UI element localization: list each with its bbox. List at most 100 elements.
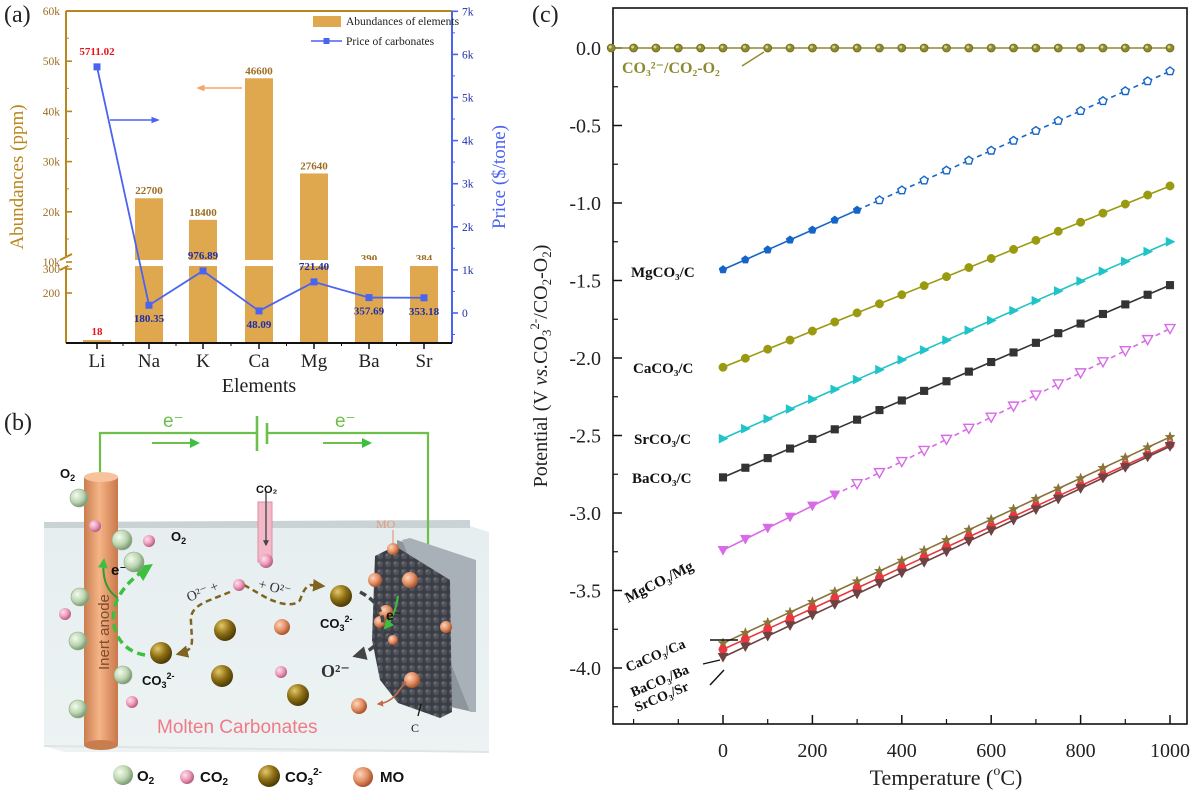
cathode-electron-arrow xyxy=(383,595,399,630)
x-tick-label: 0 xyxy=(718,740,728,762)
label-leader-srsr xyxy=(709,669,725,686)
circle-marker-highlight xyxy=(876,45,880,49)
triangle-marker xyxy=(808,394,818,405)
triangle-down-marker xyxy=(1096,357,1110,369)
circle-marker xyxy=(763,344,773,354)
triangle-marker xyxy=(1009,305,1020,316)
label-leader-baba xyxy=(702,659,721,665)
triangle-down-marker xyxy=(739,642,751,653)
triangle-down-marker xyxy=(806,501,818,512)
label-co3-co2-o2: CO₃²⁻/CO₂-O₂ xyxy=(622,60,720,77)
price-marker-Mg xyxy=(310,278,318,286)
label-mgco3-c: MgCO₃/C xyxy=(631,265,695,281)
right-tick-label: 5k xyxy=(462,93,474,105)
legend-co3-sphere xyxy=(258,765,280,787)
star-marker xyxy=(1052,482,1064,494)
y-tick-label: -1.5 xyxy=(569,271,601,293)
legend-mo-sphere xyxy=(353,767,373,787)
triangle-down-marker xyxy=(850,479,864,491)
o2-molecule xyxy=(111,529,133,551)
co2-molecule xyxy=(275,666,287,678)
pentagon-marker xyxy=(964,155,974,165)
co3-label-left: CO32- xyxy=(142,671,175,690)
circle-marker-highlight xyxy=(944,45,947,49)
carbonate-ion xyxy=(214,619,236,641)
x-tick-label-Mg: Mg xyxy=(301,351,328,372)
y-tick-label: -1.0 xyxy=(569,193,601,215)
o2-molecule xyxy=(113,665,133,685)
circle-marker-highlight xyxy=(653,45,657,49)
diagram-b-legend: O2 CO2 CO32- MO xyxy=(113,765,404,788)
star-marker xyxy=(1007,503,1020,514)
label-srco3-c: SrCO₃/C xyxy=(634,432,691,448)
axis-break-mark xyxy=(59,253,73,261)
legend-marker-price xyxy=(323,38,330,44)
pentagon-marker xyxy=(1120,86,1131,96)
circle-marker-highlight xyxy=(1033,45,1037,49)
series-mgco3-mg xyxy=(717,323,1177,556)
circle-marker-highlight xyxy=(988,45,992,49)
pentagon-marker xyxy=(896,185,907,195)
chart-c: 0 200 400 600 800 1000 0.0 -0.5 -1.0 -1.5 -2.0 -2.5… xyxy=(527,7,1190,790)
triangle-down-marker xyxy=(918,558,930,568)
square-marker xyxy=(1098,309,1108,319)
circuit-wire xyxy=(98,431,430,556)
legend-label-price: Price of carbonates xyxy=(346,36,435,48)
pentagon-marker xyxy=(1142,76,1153,86)
circle-marker-highlight xyxy=(854,45,858,49)
triangle-down-marker xyxy=(963,536,975,547)
circle-marker xyxy=(1165,181,1175,191)
co2-molecule xyxy=(143,535,155,547)
series-caco3-c xyxy=(718,181,1175,372)
pentagon-marker xyxy=(874,195,885,205)
label-leader-co3 xyxy=(741,51,765,67)
legend-swatch-abundance xyxy=(313,16,341,27)
pentagon-marker xyxy=(919,175,929,185)
series-caco3-ca xyxy=(717,431,1176,648)
pentagon-marker xyxy=(1008,135,1019,145)
abundance-bar-lower-K xyxy=(189,266,217,343)
triangle-down-marker xyxy=(784,621,796,632)
triangle-marker xyxy=(830,384,841,395)
circle-marker-highlight xyxy=(899,45,903,49)
mo-label: MO xyxy=(376,517,396,531)
x-tick-label-Ca: Ca xyxy=(248,351,270,372)
y-tick-label: -2.0 xyxy=(569,348,601,370)
square-marker xyxy=(763,454,772,463)
chart-c-xlabel: Temperature (oC) xyxy=(870,764,1023,790)
circle-marker xyxy=(919,281,929,291)
pentagon-marker xyxy=(1098,95,1108,106)
price-value-label: 721.40 xyxy=(299,261,330,273)
square-marker xyxy=(830,425,839,434)
circle-marker-highlight xyxy=(1055,45,1059,49)
legend-co2-sphere xyxy=(180,770,194,784)
square-marker xyxy=(942,377,951,386)
x-tick-label-Na: Na xyxy=(138,351,161,372)
square-marker xyxy=(853,415,862,424)
circle-marker-highlight xyxy=(675,45,679,49)
price-value-label: 976.89 xyxy=(188,250,219,262)
star-marker xyxy=(1030,492,1042,504)
o2-molecule xyxy=(68,699,88,719)
series-srco3-sr xyxy=(717,442,1176,663)
o2-molecule xyxy=(123,551,145,573)
right-tick-label: 4k xyxy=(462,136,474,148)
square-marker xyxy=(1121,300,1130,309)
triangle-down-marker xyxy=(1075,484,1087,495)
triangle-marker xyxy=(942,335,953,346)
triangle-down-marker xyxy=(940,434,953,446)
x-tick-label: 800 xyxy=(1066,740,1096,762)
right-tick-label: 0 xyxy=(462,308,468,320)
square-marker xyxy=(897,396,906,405)
abundance-bar-lower-Mg xyxy=(300,266,328,343)
price-marker-Sr xyxy=(420,294,428,302)
legend-o2-sphere xyxy=(113,765,133,785)
electron-label-left: e⁻ xyxy=(163,411,184,432)
triangle-marker xyxy=(718,433,729,444)
star-marker xyxy=(1119,451,1131,463)
price-marker-Na xyxy=(145,301,153,309)
chart-c-series-labels: CO₃²⁻/CO₂-O₂ MgCO₃/C CaCO₃/C SrCO₃/C BaCO₃/C… xyxy=(622,51,765,716)
circle-marker-highlight xyxy=(1011,45,1015,49)
triangle-down-marker xyxy=(1007,401,1020,413)
pentagon-marker xyxy=(941,165,952,175)
